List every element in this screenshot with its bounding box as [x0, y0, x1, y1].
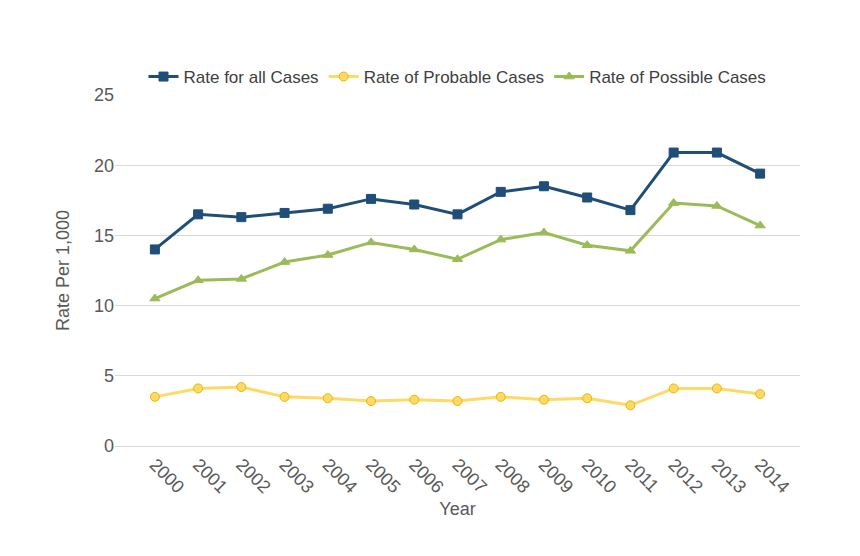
svg-text:2002: 2002	[232, 455, 274, 497]
svg-text:5: 5	[104, 366, 114, 386]
svg-text:Year: Year	[439, 499, 475, 519]
svg-text:10: 10	[94, 296, 114, 316]
svg-text:2007: 2007	[448, 455, 490, 497]
svg-text:2004: 2004	[319, 455, 361, 497]
svg-text:20: 20	[94, 156, 114, 176]
svg-text:Rate of Possible Cases: Rate of Possible Cases	[589, 68, 766, 87]
svg-text:2005: 2005	[362, 455, 404, 497]
svg-text:2012: 2012	[664, 455, 706, 497]
svg-text:15: 15	[94, 226, 114, 246]
svg-text:2000: 2000	[146, 455, 188, 497]
svg-text:2001: 2001	[189, 455, 231, 497]
svg-text:25: 25	[94, 85, 114, 105]
svg-text:Rate of Probable Cases: Rate of Probable Cases	[364, 68, 545, 87]
svg-text:2009: 2009	[535, 455, 577, 497]
svg-text:Rate for all Cases: Rate for all Cases	[184, 68, 319, 87]
svg-text:2003: 2003	[275, 455, 317, 497]
svg-text:2006: 2006	[405, 455, 447, 497]
svg-text:2014: 2014	[751, 455, 793, 497]
svg-text:2013: 2013	[708, 455, 750, 497]
svg-text:2011: 2011	[621, 455, 663, 497]
svg-text:2008: 2008	[492, 455, 534, 497]
svg-text:0: 0	[104, 436, 114, 456]
svg-text:Rate Per 1,000: Rate Per 1,000	[53, 210, 73, 331]
svg-text:2010: 2010	[578, 455, 620, 497]
